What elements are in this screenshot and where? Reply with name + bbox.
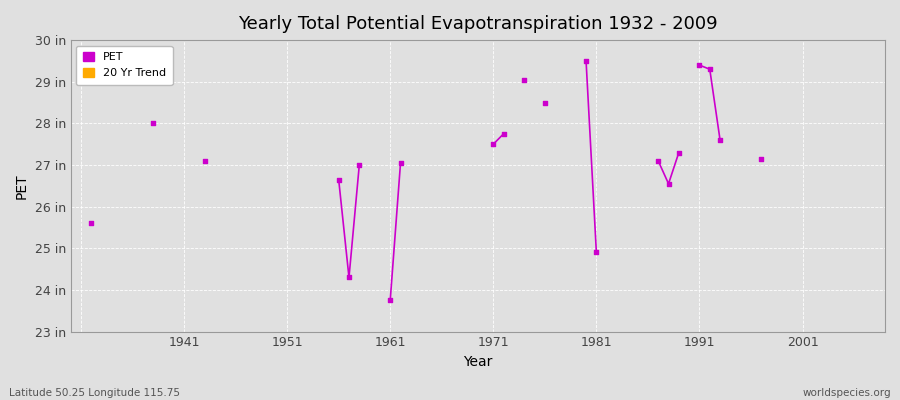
Point xyxy=(84,220,98,226)
Point xyxy=(703,66,717,72)
Point xyxy=(754,156,769,162)
Point xyxy=(662,180,676,187)
Title: Yearly Total Potential Evapotranspiration 1932 - 2009: Yearly Total Potential Evapotranspiratio… xyxy=(238,15,717,33)
X-axis label: Year: Year xyxy=(464,355,492,369)
Point xyxy=(146,120,160,126)
Text: Latitude 50.25 Longitude 115.75: Latitude 50.25 Longitude 115.75 xyxy=(9,388,180,398)
Point xyxy=(352,162,366,168)
Point xyxy=(671,149,686,156)
Point xyxy=(537,99,552,106)
Point xyxy=(342,274,356,281)
Legend: PET, 20 Yr Trend: PET, 20 Yr Trend xyxy=(76,46,173,85)
Point xyxy=(393,160,408,166)
Point xyxy=(590,249,604,256)
Point xyxy=(579,58,593,64)
Point xyxy=(651,158,665,164)
Point xyxy=(197,158,211,164)
Point xyxy=(517,76,531,83)
Point xyxy=(331,176,346,183)
Point xyxy=(383,297,398,304)
Text: worldspecies.org: worldspecies.org xyxy=(803,388,891,398)
Point xyxy=(497,130,511,137)
Point xyxy=(486,141,500,148)
Point xyxy=(713,137,727,143)
Y-axis label: PET: PET xyxy=(15,173,29,199)
Point xyxy=(692,62,706,68)
